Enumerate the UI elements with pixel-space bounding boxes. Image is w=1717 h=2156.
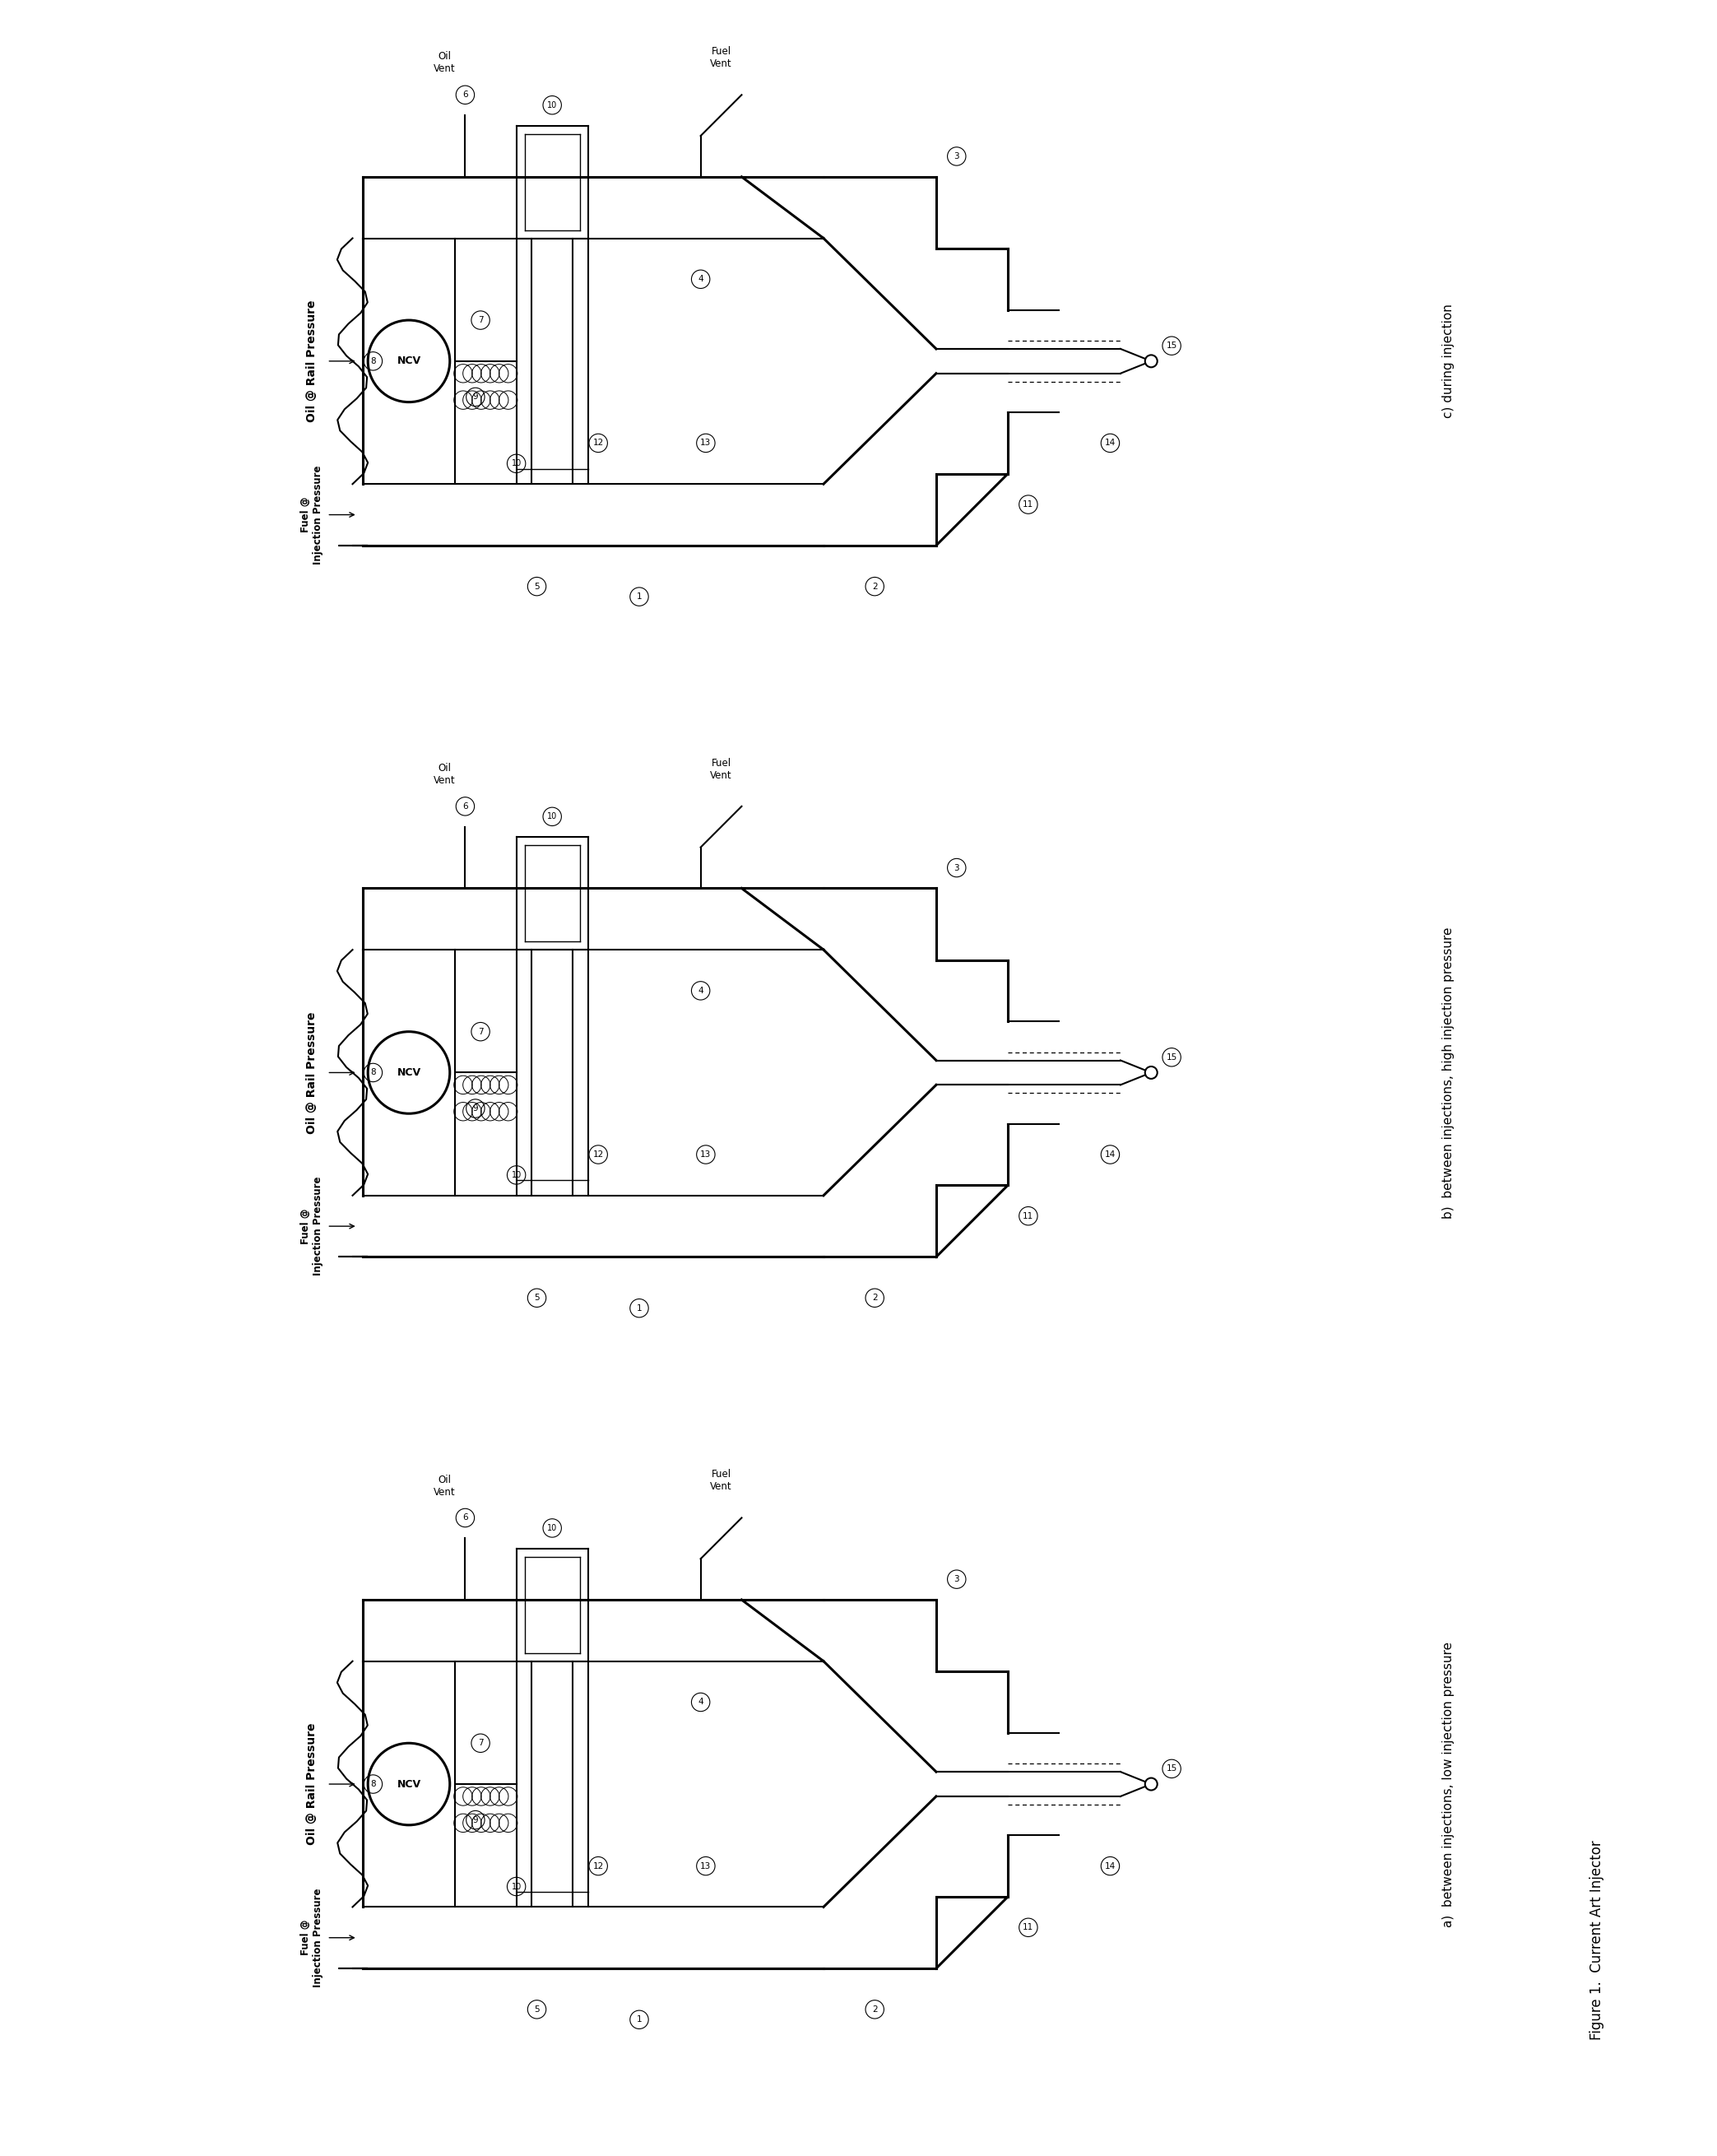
Text: 10: 10 bbox=[512, 1171, 522, 1179]
Text: Fuel @
Injection Pressure: Fuel @ Injection Pressure bbox=[300, 466, 323, 565]
Text: NCV: NCV bbox=[397, 356, 421, 367]
Text: 2: 2 bbox=[872, 2005, 877, 2014]
Text: 7: 7 bbox=[477, 1028, 482, 1035]
Text: Figure 1.  Current Art Injector: Figure 1. Current Art Injector bbox=[1590, 1841, 1604, 2040]
Text: 4: 4 bbox=[697, 987, 704, 994]
Text: 9: 9 bbox=[472, 1815, 477, 1824]
Text: Fuel
Vent: Fuel Vent bbox=[711, 1468, 731, 1492]
Text: b)  between injections, high injection pressure: b) between injections, high injection pr… bbox=[1442, 927, 1454, 1218]
Text: 11: 11 bbox=[1023, 500, 1034, 509]
Text: 4: 4 bbox=[697, 1699, 704, 1705]
Circle shape bbox=[1145, 1779, 1157, 1789]
Text: 10: 10 bbox=[548, 1524, 558, 1533]
Text: 15: 15 bbox=[1166, 341, 1178, 349]
Text: 2: 2 bbox=[872, 582, 877, 591]
Circle shape bbox=[1145, 1067, 1157, 1078]
Text: 9: 9 bbox=[472, 1104, 477, 1112]
Text: 5: 5 bbox=[534, 582, 539, 591]
Text: 3: 3 bbox=[955, 865, 960, 871]
Circle shape bbox=[367, 321, 450, 401]
Text: 9: 9 bbox=[472, 392, 477, 401]
Text: 14: 14 bbox=[1104, 440, 1116, 446]
Text: Oil @ Rail Pressure: Oil @ Rail Pressure bbox=[306, 1011, 318, 1134]
Text: 14: 14 bbox=[1104, 1151, 1116, 1158]
Circle shape bbox=[1145, 356, 1157, 367]
Text: 10: 10 bbox=[548, 101, 558, 110]
Text: 7: 7 bbox=[477, 1740, 482, 1746]
Text: 3: 3 bbox=[955, 1576, 960, 1583]
Text: 4: 4 bbox=[697, 276, 704, 282]
Text: 6: 6 bbox=[462, 91, 469, 99]
Text: 8: 8 bbox=[371, 358, 376, 364]
Text: Oil
Vent: Oil Vent bbox=[434, 52, 455, 75]
Text: Fuel @
Injection Pressure: Fuel @ Injection Pressure bbox=[300, 1177, 323, 1276]
Text: 15: 15 bbox=[1166, 1052, 1178, 1061]
Text: 14: 14 bbox=[1104, 1863, 1116, 1869]
Text: Oil @ Rail Pressure: Oil @ Rail Pressure bbox=[306, 1723, 318, 1846]
Text: 13: 13 bbox=[701, 1151, 711, 1158]
Text: 1: 1 bbox=[637, 1304, 642, 1313]
Text: Oil
Vent: Oil Vent bbox=[434, 763, 455, 787]
Text: a)  between injections, low injection pressure: a) between injections, low injection pre… bbox=[1442, 1641, 1454, 1927]
Text: 5: 5 bbox=[534, 1294, 539, 1302]
Text: 11: 11 bbox=[1023, 1212, 1034, 1220]
Text: 5: 5 bbox=[534, 2005, 539, 2014]
Text: 2: 2 bbox=[872, 1294, 877, 1302]
Text: 12: 12 bbox=[592, 440, 604, 446]
Text: 13: 13 bbox=[701, 440, 711, 446]
Text: NCV: NCV bbox=[397, 1779, 421, 1789]
Text: NCV: NCV bbox=[397, 1067, 421, 1078]
Text: 1: 1 bbox=[637, 2016, 642, 2024]
Text: 12: 12 bbox=[592, 1863, 604, 1869]
Text: Fuel
Vent: Fuel Vent bbox=[711, 45, 731, 69]
Text: 8: 8 bbox=[371, 1781, 376, 1787]
Text: Fuel @
Injection Pressure: Fuel @ Injection Pressure bbox=[300, 1889, 323, 1988]
Text: 7: 7 bbox=[477, 317, 482, 323]
Text: 12: 12 bbox=[592, 1151, 604, 1158]
Text: 13: 13 bbox=[701, 1863, 711, 1869]
Text: Fuel
Vent: Fuel Vent bbox=[711, 757, 731, 780]
Text: 6: 6 bbox=[462, 802, 469, 811]
Text: 10: 10 bbox=[548, 813, 558, 821]
Text: Oil @ Rail Pressure: Oil @ Rail Pressure bbox=[306, 300, 318, 423]
Circle shape bbox=[367, 1033, 450, 1115]
Text: Oil
Vent: Oil Vent bbox=[434, 1475, 455, 1498]
Text: 1: 1 bbox=[637, 593, 642, 602]
Text: 15: 15 bbox=[1166, 1764, 1178, 1772]
Text: 8: 8 bbox=[371, 1069, 376, 1076]
Text: 10: 10 bbox=[512, 1882, 522, 1891]
Text: 10: 10 bbox=[512, 459, 522, 468]
Text: 6: 6 bbox=[462, 1514, 469, 1522]
Circle shape bbox=[367, 1742, 450, 1824]
Text: 11: 11 bbox=[1023, 1923, 1034, 1932]
Text: c) during injection: c) during injection bbox=[1442, 304, 1454, 418]
Text: 3: 3 bbox=[955, 153, 960, 160]
